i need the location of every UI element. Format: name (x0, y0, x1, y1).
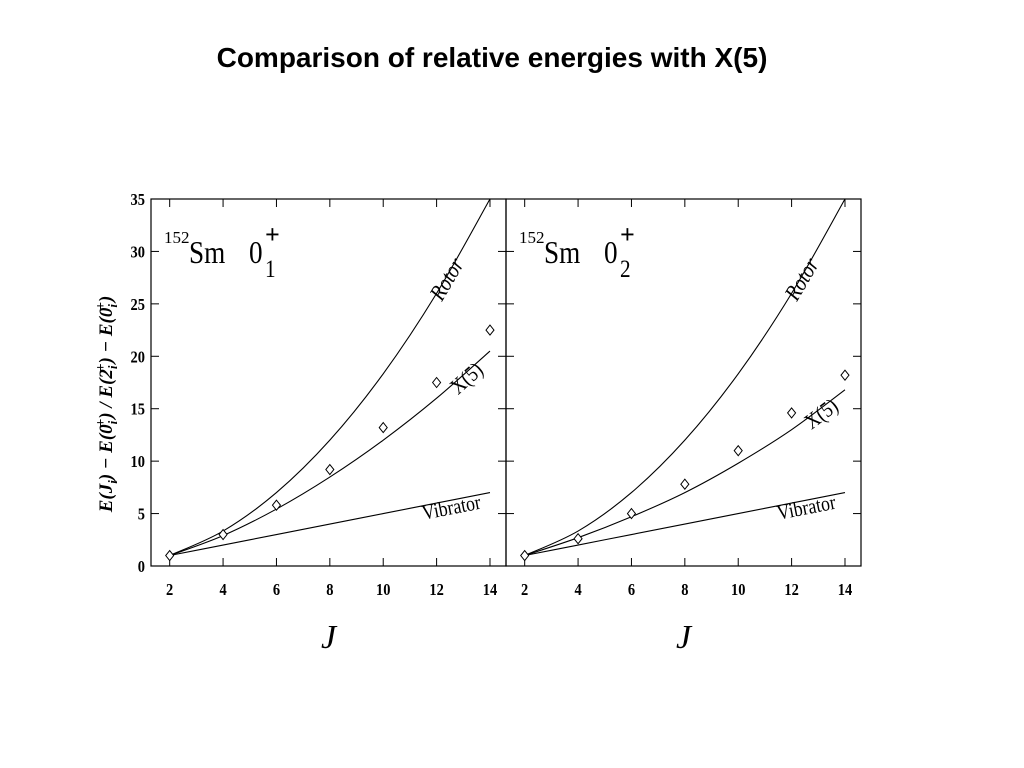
series-vibrator-label: Vibrator (775, 491, 838, 525)
panel-label-subscript: 2 (620, 255, 631, 283)
x-tick-label: 8 (326, 581, 333, 599)
y-tick-label: 5 (138, 506, 145, 524)
x-tick-label: 14 (838, 581, 853, 599)
x-tick-label: 8 (681, 581, 688, 599)
panel-label-subscript: 1 (265, 255, 276, 283)
data-point-diamond (520, 549, 530, 562)
data-point-diamond (271, 499, 282, 511)
data-point-diamond (573, 532, 583, 545)
x-tick-label: 6 (628, 581, 635, 599)
data-point-diamond (165, 549, 175, 562)
x-tick-label: 6 (273, 581, 280, 599)
data-point-diamond (840, 369, 850, 381)
x-tick-label: 14 (483, 581, 498, 599)
plot-frame (505, 198, 862, 567)
data-point-diamond (733, 444, 743, 457)
x-tick-label: 12 (429, 581, 444, 599)
data-point-diamond (680, 478, 690, 491)
panel-label-superscript: + (265, 220, 280, 249)
panel-label-state: 0 (604, 236, 618, 270)
x-tick-label: 10 (376, 581, 391, 599)
y-tick-label: 35 (131, 191, 146, 209)
panel-label-superscript: + (620, 220, 635, 249)
panel-1: 2 4 6 8 10 12 1405101520253035RotorX(5)Vibrato… (94, 191, 507, 656)
panel-label-state: 0 (249, 236, 263, 270)
y-tick-label: 10 (131, 453, 146, 471)
x-tick-label: 12 (784, 581, 799, 599)
panel-label-mass: 152 (519, 228, 545, 247)
data-point-diamond (431, 376, 442, 389)
y-tick-label: 15 (131, 401, 146, 419)
series-rotor-label: Rotor (424, 253, 470, 306)
series-x5-label: X(5) (800, 394, 842, 434)
data-point-diamond (378, 421, 388, 434)
data-point-diamond (626, 507, 637, 520)
panel-label-element: Sm (544, 236, 580, 270)
panel-label-element: Sm (189, 236, 225, 270)
series-x5-line (169, 350, 491, 557)
x-axis-label: J (321, 619, 338, 656)
series-rotor-line (524, 198, 846, 557)
x-axis-label: J (676, 619, 693, 656)
y-tick-label: 0 (138, 558, 145, 576)
series-x5-label: X(5) (446, 358, 488, 399)
y-tick-label: 25 (131, 296, 146, 314)
series-vibrator-line (524, 492, 846, 557)
data-point-diamond (218, 528, 228, 541)
page-title: Comparison of relative energies with X(5… (216, 42, 768, 73)
y-axis-label: E(Ji) − E(0i+) / E(2i+) − E(0i+) (94, 296, 120, 514)
panel-label-mass: 152 (164, 228, 190, 247)
data-point-diamond (485, 324, 495, 336)
x-tick-label: 2 (521, 581, 528, 599)
series-vibrator-label: Vibrator (420, 491, 483, 525)
series-x5-line (524, 389, 846, 557)
y-tick-label: 30 (131, 243, 146, 261)
series-rotor-label: Rotor (779, 253, 825, 306)
series-vibrator-line (169, 492, 491, 557)
x-tick-label: 4 (574, 581, 581, 599)
series-rotor-line (169, 198, 491, 557)
data-point-diamond (786, 407, 797, 419)
y-tick-label: 20 (131, 348, 146, 366)
data-point-diamond (325, 463, 335, 476)
x-tick-label: 4 (219, 581, 226, 599)
x-tick-label: 10 (731, 581, 746, 599)
x-tick-label: 2 (166, 581, 173, 599)
